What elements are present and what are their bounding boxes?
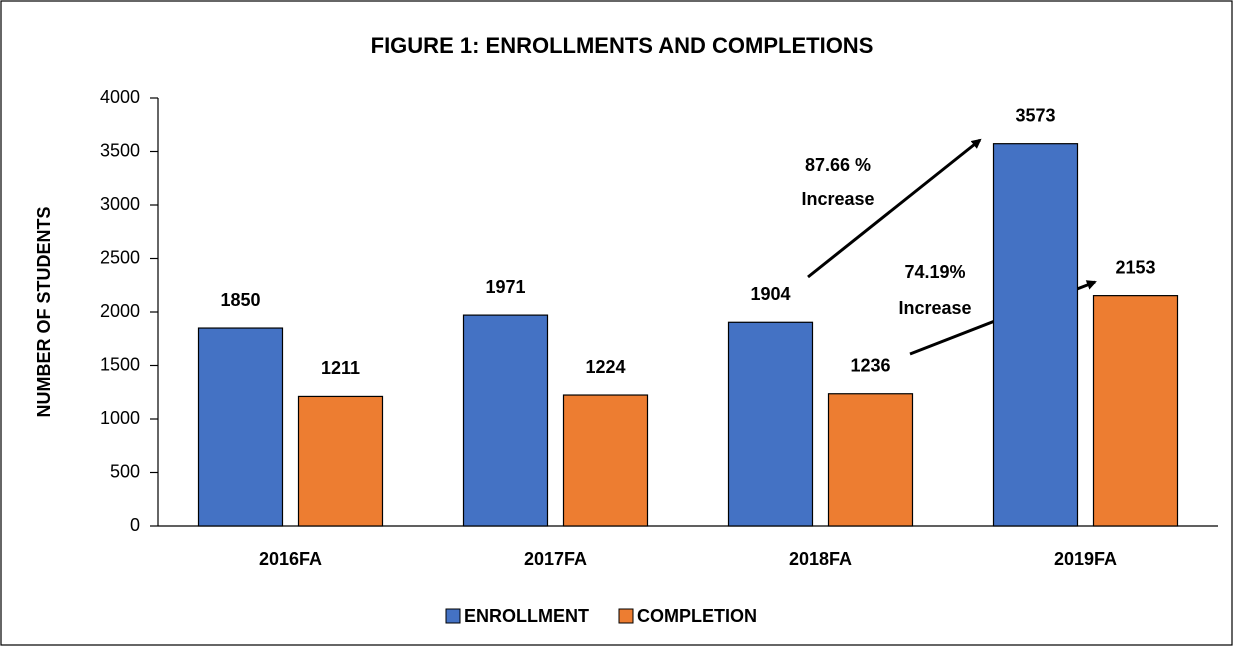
bar — [197, 327, 284, 527]
y-tick-label: 3500 — [100, 140, 140, 160]
y-tick-label: 2500 — [100, 247, 140, 267]
data-label: 1850 — [220, 290, 260, 310]
data-label: 1236 — [850, 355, 890, 375]
legend-swatch — [445, 608, 461, 624]
bar — [992, 143, 1079, 527]
annotation: 87.66 % — [805, 155, 871, 175]
bar — [727, 321, 814, 527]
y-tick-label: 3000 — [100, 194, 140, 214]
x-tick-label: 2018FA — [789, 549, 852, 569]
y-tick-label: 4000 — [100, 87, 140, 107]
bar — [1092, 295, 1179, 527]
y-axis-label: NUMBER OF STUDENTS — [34, 207, 54, 418]
border — [0, 0, 1233, 646]
y-tick-label: 2000 — [100, 301, 140, 321]
y-tick-label: 1000 — [100, 408, 140, 428]
y-tick-label: 500 — [110, 461, 140, 481]
bar — [827, 393, 914, 527]
x-tick-label: 2017FA — [524, 549, 587, 569]
legend-swatch — [618, 608, 634, 624]
y-tick-label: 1500 — [100, 354, 140, 374]
data-label: 1904 — [750, 284, 790, 304]
data-label: 1211 — [321, 358, 360, 378]
data-label: 3573 — [1015, 105, 1055, 125]
y-tick-label: 0 — [130, 515, 140, 535]
annotation: 74.19% — [904, 262, 965, 282]
data-label: 1971 — [485, 277, 525, 297]
bar — [462, 314, 549, 527]
x-tick-label: 2019FA — [1054, 549, 1117, 569]
bar — [297, 395, 384, 527]
x-tick-label: 2016FA — [259, 549, 322, 569]
legend-label: COMPLETION — [637, 606, 757, 626]
data-label: 2153 — [1115, 257, 1155, 277]
legend-label: ENROLLMENT — [464, 606, 589, 626]
annotation: Increase — [898, 298, 971, 318]
annotation: Increase — [801, 189, 874, 209]
arrow — [807, 138, 982, 279]
chart-title: FIGURE 1: ENROLLMENTS AND COMPLETIONS — [371, 33, 874, 58]
data-label: 1224 — [585, 357, 625, 377]
bar — [562, 394, 649, 527]
